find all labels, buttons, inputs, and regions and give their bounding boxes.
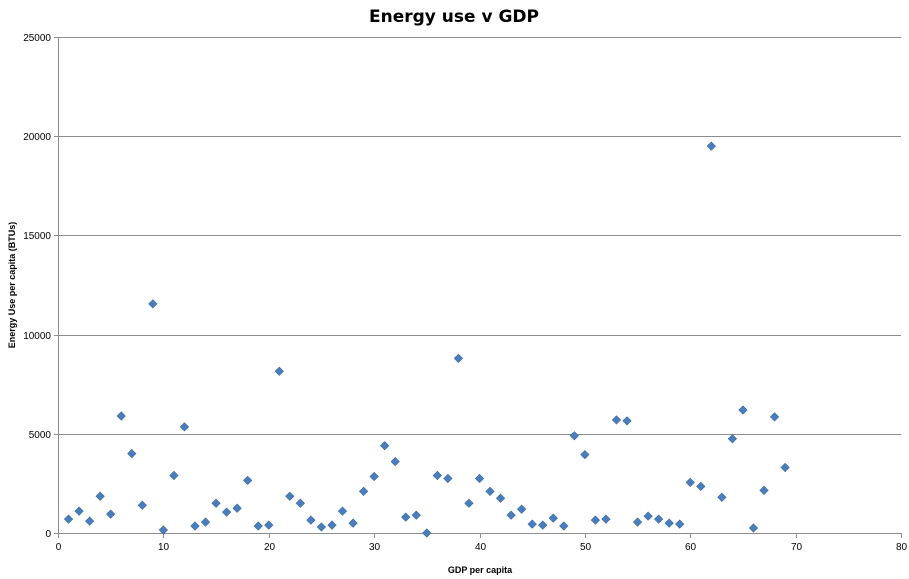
data-point bbox=[611, 415, 622, 425]
data-point bbox=[179, 422, 190, 432]
data-point bbox=[675, 519, 685, 529]
data-point bbox=[485, 486, 495, 496]
y-tick-label: 15000 bbox=[23, 231, 51, 242]
data-point bbox=[474, 473, 485, 484]
data-point bbox=[548, 513, 558, 523]
data-point bbox=[654, 514, 664, 524]
data-point bbox=[148, 299, 158, 309]
data-point bbox=[601, 514, 611, 524]
data-point bbox=[443, 473, 453, 484]
x-tick-label: 60 bbox=[685, 542, 697, 553]
data-point bbox=[748, 523, 759, 533]
data-point bbox=[253, 521, 263, 531]
data-point bbox=[116, 411, 126, 421]
data-point bbox=[264, 520, 274, 530]
data-point bbox=[559, 521, 569, 531]
data-point bbox=[517, 504, 527, 514]
data-point bbox=[390, 456, 400, 467]
x-tick-label: 40 bbox=[475, 542, 487, 553]
data-point bbox=[63, 514, 74, 524]
data-point bbox=[221, 507, 232, 517]
data-point bbox=[106, 509, 116, 519]
data-point bbox=[295, 498, 305, 508]
data-point bbox=[664, 518, 674, 528]
data-point bbox=[211, 498, 221, 508]
data-point bbox=[422, 528, 432, 538]
data-point bbox=[232, 503, 242, 513]
data-point bbox=[348, 518, 358, 528]
x-tick-label: 70 bbox=[791, 542, 803, 553]
data-point bbox=[780, 462, 790, 473]
data-point bbox=[727, 434, 738, 444]
data-point bbox=[769, 412, 780, 422]
data-point bbox=[401, 512, 411, 522]
x-tick-label: 80 bbox=[896, 542, 908, 553]
data-point bbox=[74, 506, 84, 516]
data-point bbox=[306, 515, 316, 525]
data-point bbox=[158, 525, 168, 535]
y-tick-label: 25000 bbox=[23, 33, 51, 44]
x-axis-title: GDP per capita bbox=[448, 565, 513, 575]
data-point bbox=[696, 481, 706, 492]
data-point bbox=[685, 477, 695, 488]
data-point bbox=[243, 475, 253, 486]
data-point bbox=[738, 405, 748, 415]
data-point bbox=[643, 511, 653, 521]
data-point bbox=[369, 471, 379, 482]
data-point bbox=[527, 519, 537, 529]
data-point bbox=[759, 485, 769, 495]
data-point bbox=[622, 416, 632, 426]
y-axis-title: Energy Use per capita (BTUs) bbox=[7, 222, 17, 349]
data-point bbox=[453, 353, 464, 364]
y-tick-label: 20000 bbox=[23, 132, 51, 143]
data-point bbox=[495, 493, 506, 503]
data-point bbox=[169, 470, 179, 481]
x-tick-labels: 0 10 20 30 40 50 60 70 80 bbox=[56, 542, 908, 553]
data-point bbox=[200, 517, 211, 527]
data-point bbox=[358, 486, 369, 496]
x-tick-label: 10 bbox=[158, 542, 170, 553]
x-tick-label: 0 bbox=[56, 542, 62, 553]
data-point bbox=[274, 366, 284, 376]
data-point bbox=[432, 470, 442, 481]
data-point bbox=[569, 431, 579, 441]
axes bbox=[54, 37, 902, 538]
data-point bbox=[580, 450, 590, 460]
data-point bbox=[137, 500, 147, 510]
data-point bbox=[127, 449, 137, 459]
data-point bbox=[411, 510, 421, 520]
gridlines bbox=[58, 37, 901, 435]
data-point bbox=[285, 491, 295, 501]
data-point bbox=[327, 520, 337, 530]
data-point bbox=[95, 491, 105, 501]
data-point bbox=[316, 522, 327, 532]
data-point bbox=[506, 510, 516, 520]
data-point bbox=[84, 516, 95, 526]
data-point bbox=[590, 515, 601, 525]
y-tick-label: 5000 bbox=[29, 430, 52, 441]
data-point bbox=[717, 492, 727, 502]
y-tick-label: 10000 bbox=[23, 331, 51, 342]
data-points bbox=[63, 141, 790, 538]
data-point bbox=[337, 506, 348, 516]
y-tick-labels: 0 5000 10000 15000 20000 25000 bbox=[23, 33, 51, 540]
data-point bbox=[632, 517, 643, 527]
y-tick-label: 0 bbox=[45, 529, 51, 540]
x-tick-label: 50 bbox=[580, 542, 592, 553]
chart-title: Energy use v GDP bbox=[369, 7, 539, 27]
data-point bbox=[380, 441, 390, 451]
data-point bbox=[464, 498, 474, 508]
x-tick-label: 30 bbox=[369, 542, 381, 553]
data-point bbox=[538, 520, 548, 530]
data-point bbox=[190, 521, 200, 531]
data-point bbox=[706, 141, 716, 151]
x-tick-label: 20 bbox=[264, 542, 276, 553]
